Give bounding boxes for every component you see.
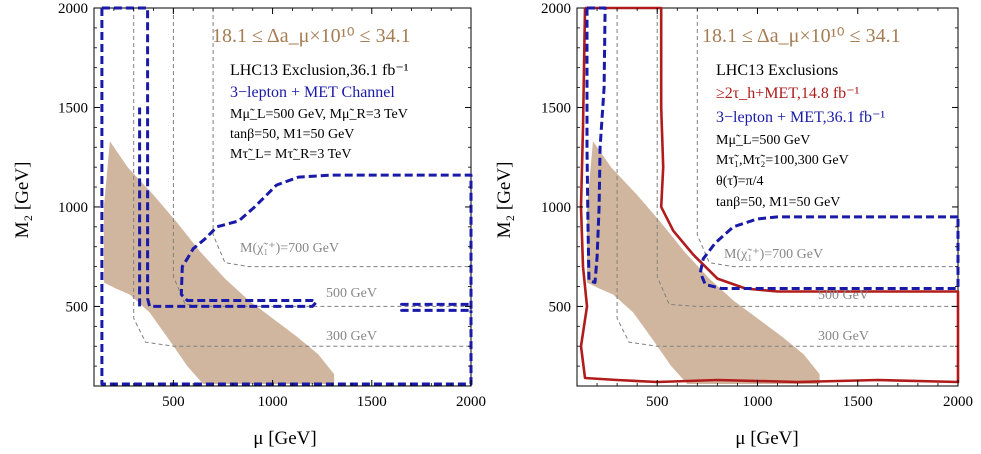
y-tick-label: 2000 [58,1,88,17]
x-tick-label: 500 [162,394,185,410]
annotation-line-6: θ(τ̃)=π/4 [716,174,764,189]
trilepton-exclusion-contour-0 [101,6,473,312]
band-annotation: 18.1 ≤ Δa_μ×10¹⁰ ≤ 34.1 [212,25,411,47]
y-tick-label: 500 [66,299,89,315]
contour-label-500: 500 GeV [326,286,377,301]
x-tick-label: 1500 [843,394,873,410]
delta-amu-band [587,141,820,384]
y-tick-label: 1500 [541,100,571,116]
contour-label-500: 500 GeV [818,288,869,303]
panel-right: 500 500 1000 1000 1500 1500 2000 2000 μ [GeV] M… [494,1,973,449]
y-tick-label: 1500 [58,100,88,116]
x-tick-label: 1000 [742,394,772,410]
trilepton-exclusion-contour-1 [100,8,473,386]
annotation-line-4: Mμ̃_L=500 GeV [716,133,810,148]
annotation-line-3: Mμ̃_L=500 GeV, Mμ̃_R=3 TeV [230,107,408,122]
x-tick-label: 2000 [456,394,486,410]
chargino-mass-contour-300 [133,8,471,347]
annotation-line-4: tanβ=50, M1=50 GeV [230,127,354,142]
chargino-mass-contour-500 [656,8,958,307]
plot-frame [576,7,959,387]
ditau-exclusion-contour-0 [579,6,960,384]
x-tick-label: 500 [646,394,669,410]
trilepton-exclusion-contour-1 [698,215,960,290]
annotation-line-2: 3−lepton + MET Channel [230,84,395,101]
y-tick-label: 1000 [541,200,571,216]
chargino-mass-contour-300 [616,8,958,347]
annotation-line-1: LHC13 Exclusion,36.1 fb⁻¹ [230,62,409,79]
annotation-line-5: Mτ̃₁,Mτ̃₂=100,300 GeV [716,153,849,168]
y-tick-label: 2000 [541,1,571,17]
y-axis-label: M₂ [GeV] [494,162,515,239]
x-tick-label: 1000 [258,394,288,410]
x-axis-label: μ [GeV] [253,428,316,449]
delta-amu-band [103,141,335,384]
contour-label-700: M(χ̃₁⁺)=700 GeV [240,241,339,256]
band-annotation: 18.1 ≤ Δa_μ×10¹⁰ ≤ 34.1 [702,25,901,47]
annotation-line-5: Mτ̃_L= Mτ̃_R=3 TeV [230,147,351,162]
contour-label-300: 300 GeV [818,329,869,344]
annotation-line-7: tanβ=50, M1=50 GeV [716,195,840,210]
x-tick-label: 2000 [943,394,973,410]
y-tick-label: 1000 [58,200,88,216]
annotation-line-2: ≥2τ_h+MET,14.8 fb⁻¹ [716,85,860,102]
annotation-line-1: LHC13 Exclusions [716,62,838,79]
y-axis-label: M₂ [GeV] [12,162,33,239]
x-tick-label: 1500 [357,394,387,410]
trilepton-exclusion-contour-0 [585,6,607,284]
panel-left: 500 500 1000 1000 1500 1500 2000 2000 μ [GeV] M… [12,1,486,449]
contour-label-700: M(χ̃₁⁺)=700 GeV [724,247,823,262]
y-tick-label: 500 [549,299,572,315]
annotation-line-3: 3−lepton + MET,36.1 fb⁻¹ [716,109,885,126]
contour-label-300: 300 GeV [326,329,377,344]
x-axis-label: μ [GeV] [735,428,798,449]
